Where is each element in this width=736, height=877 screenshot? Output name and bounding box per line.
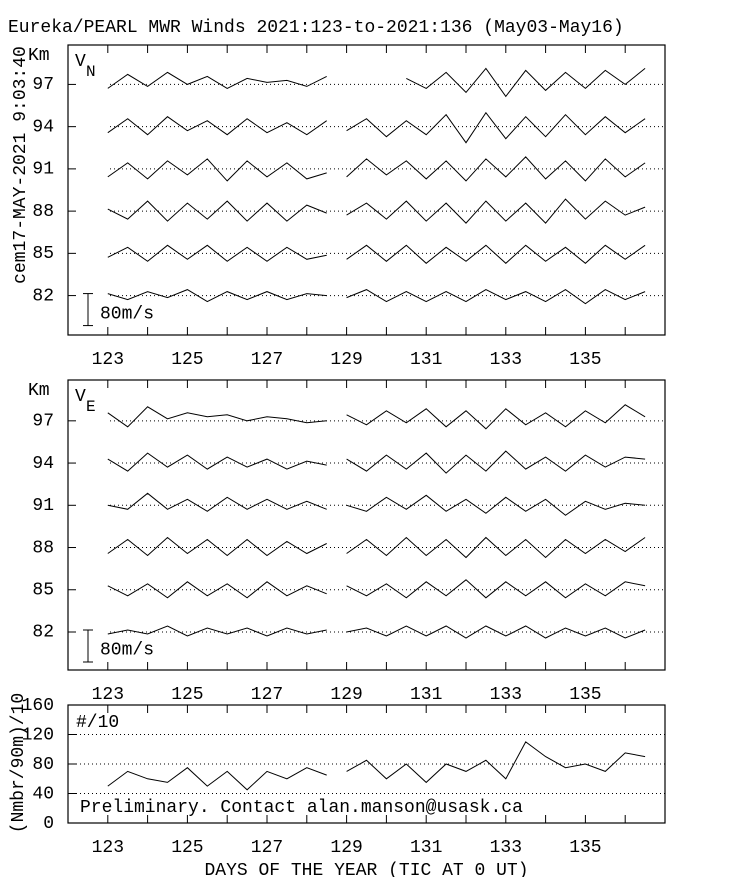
- y-tick-label: 91: [32, 160, 54, 180]
- x-tick-label: 135: [569, 685, 601, 705]
- scale-bar-label: 80m/s: [100, 641, 154, 661]
- plot-frame: [67, 44, 666, 336]
- y-tick-label: 82: [32, 623, 54, 643]
- y-tick-label: 0: [43, 814, 54, 834]
- y-tick-label: 120: [22, 725, 54, 745]
- x-tick-label: 133: [490, 350, 522, 370]
- y-tick-label: 82: [32, 286, 54, 306]
- y-tick-label: 88: [32, 538, 54, 558]
- count-trace: [107, 741, 646, 791]
- wind-trace: [107, 536, 646, 559]
- x-tick-label: 123: [92, 350, 124, 370]
- scale-bar-label: 80m/s: [100, 304, 154, 324]
- x-tick-label: 127: [251, 685, 283, 705]
- x-tick-label: 131: [410, 838, 442, 858]
- wind-trace: [107, 404, 646, 430]
- x-tick-label: 133: [490, 838, 522, 858]
- wind-trace: [107, 156, 646, 182]
- plot-frame: [67, 379, 666, 671]
- x-tick-label: 129: [330, 685, 362, 705]
- x-tick-label: 127: [251, 838, 283, 858]
- y-tick-label: 85: [32, 244, 54, 264]
- component-subscript: E: [86, 398, 96, 416]
- x-tick-label: 127: [251, 350, 283, 370]
- wind-trace: [107, 111, 646, 144]
- x-tick-label: 123: [92, 685, 124, 705]
- wind-trace: [107, 67, 646, 98]
- y-tick-label: 85: [32, 581, 54, 601]
- wind-trace: [107, 625, 646, 639]
- wind-trace: [107, 198, 646, 224]
- y-tick-label: 160: [22, 696, 54, 716]
- y-tick-label: 94: [32, 454, 54, 474]
- x-tick-label: 123: [92, 838, 124, 858]
- y-tick-label: 94: [32, 117, 54, 137]
- x-tick-label: 131: [410, 350, 442, 370]
- wind-trace: [107, 492, 646, 516]
- x-tick-label: 125: [171, 350, 203, 370]
- y-tick-label: 88: [32, 202, 54, 222]
- y-axis-label: Km: [28, 46, 50, 66]
- x-tick-label: 135: [569, 350, 601, 370]
- y-tick-label: 40: [32, 784, 54, 804]
- x-tick-label: 129: [330, 350, 362, 370]
- wind-trace: [107, 450, 646, 474]
- x-tick-label: 125: [171, 838, 203, 858]
- annotation: Preliminary. Contact alan.manson@usask.c…: [80, 798, 523, 818]
- wind-trace: [107, 289, 646, 305]
- x-tick-label: 133: [490, 685, 522, 705]
- y-tick-label: 97: [32, 75, 54, 95]
- component-subscript: N: [86, 63, 96, 81]
- component-label: V: [75, 387, 86, 407]
- wind-trace: [107, 244, 646, 264]
- x-tick-label: 129: [330, 838, 362, 858]
- y-tick-label: 97: [32, 412, 54, 432]
- wind-trace: [107, 579, 646, 599]
- x-axis-label: DAYS OF THE YEAR (TIC AT 0 UT): [204, 861, 528, 877]
- y-tick-label: 80: [32, 755, 54, 775]
- x-tick-label: 131: [410, 685, 442, 705]
- y-axis-label: Km: [28, 381, 50, 401]
- x-tick-label: 125: [171, 685, 203, 705]
- chart-title: Eureka/PEARL MWR Winds 2021:123-to-2021:…: [8, 18, 624, 38]
- x-tick-label: 135: [569, 838, 601, 858]
- y-tick-label: 91: [32, 496, 54, 516]
- y-axis-label: (Nmbr/90m)/10: [9, 693, 29, 833]
- timestamp: cem17-MAY-2021 9:03:40: [11, 46, 31, 284]
- component-label: V: [75, 52, 86, 72]
- panel-label: #/10: [76, 713, 119, 733]
